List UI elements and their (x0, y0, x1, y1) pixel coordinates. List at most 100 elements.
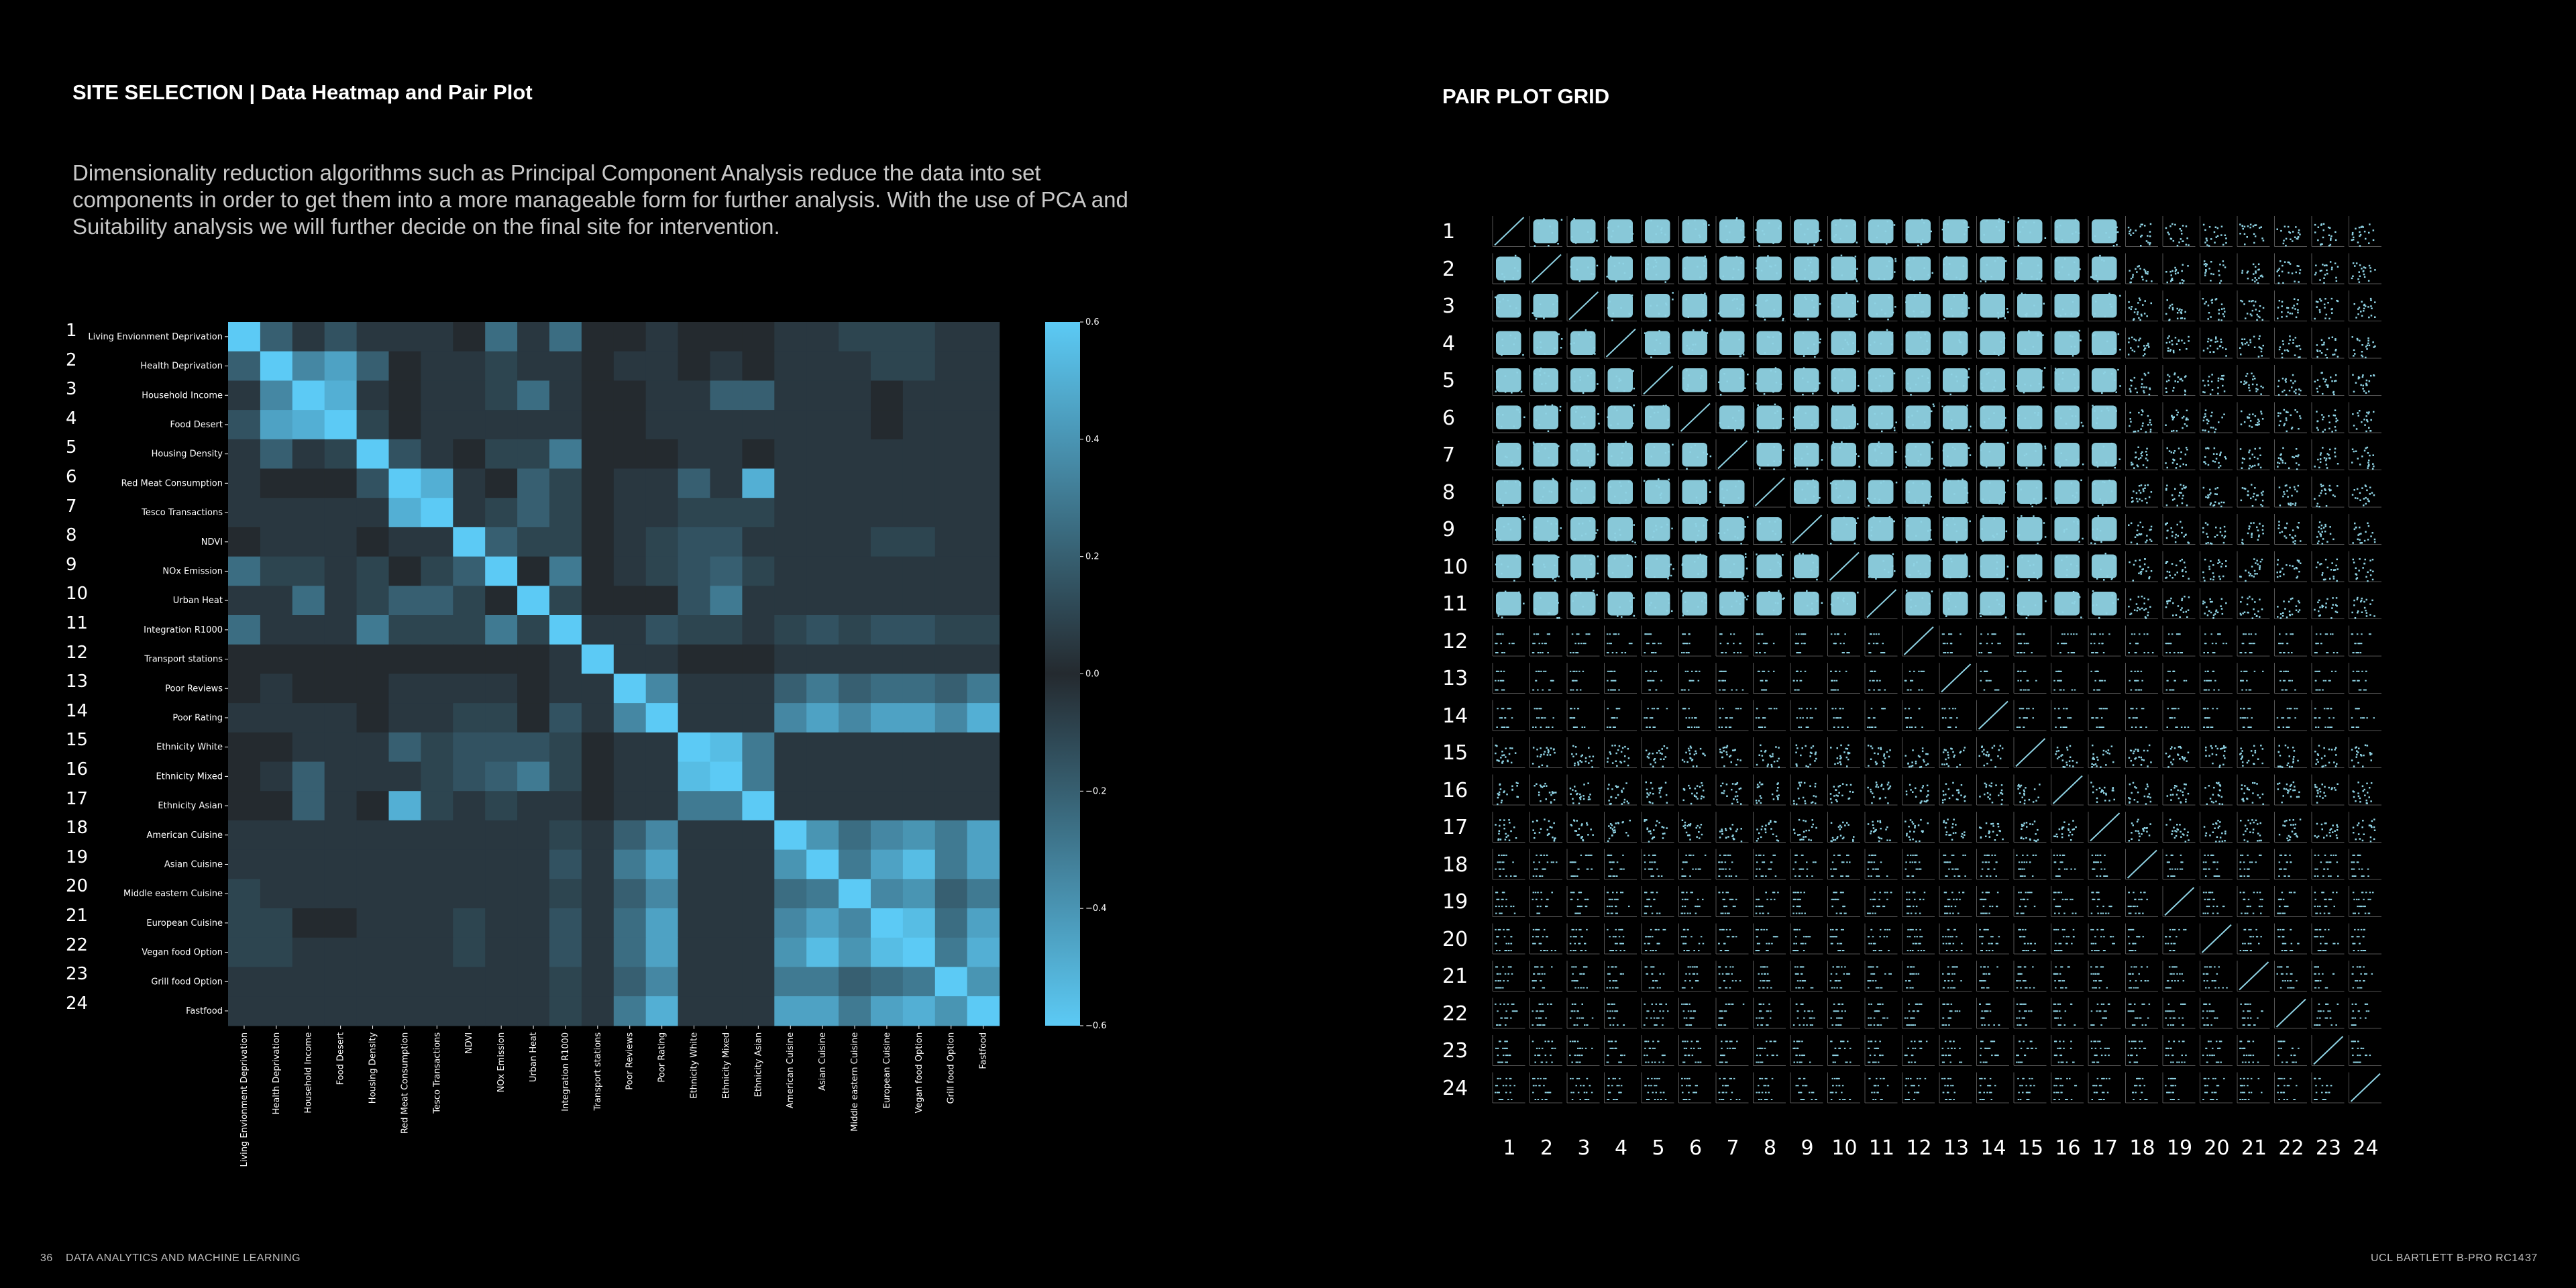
pair-point (1621, 616, 1623, 618)
pair-point (1609, 633, 1611, 635)
pair-point (2143, 268, 2145, 271)
pair-point (2259, 616, 2261, 618)
heatmap-cell (839, 498, 871, 528)
pair-point (1703, 479, 1705, 482)
pair-point (2279, 575, 2282, 578)
pair-point (1614, 532, 1616, 535)
pair-point (2172, 239, 2175, 242)
pair-point (1848, 318, 1851, 321)
pair-panel (1827, 290, 1860, 321)
pair-point (1794, 458, 1796, 460)
pair-scatter-cloud (1794, 554, 1819, 578)
pair-point (2055, 372, 2057, 374)
heatmap-cell (324, 498, 358, 528)
pair-point (1992, 389, 1994, 391)
pair-panel (1641, 216, 1674, 247)
pair-point (1921, 597, 1924, 599)
pair-point (2246, 341, 2248, 343)
pair-point (1796, 652, 1799, 653)
pair-point (2248, 468, 2250, 470)
pair-panel (1715, 625, 1749, 657)
pair-point (1705, 272, 1707, 274)
pair-point (2059, 466, 2061, 468)
pair-point (1515, 307, 1517, 309)
pair-point (2287, 496, 2289, 498)
pair-point (2318, 531, 2320, 533)
pair-point (1743, 236, 1746, 238)
pair-point (2140, 245, 2142, 247)
pair-point (2369, 267, 2371, 269)
pair-point (1768, 222, 1770, 224)
pair-point (2179, 492, 2181, 494)
pair-point (1830, 543, 1832, 545)
pair-point (2292, 597, 2294, 600)
pair-point (2175, 268, 2178, 271)
pair-point (1548, 540, 1550, 542)
pair-point (1837, 496, 1839, 498)
pair-point (1694, 444, 1696, 447)
pair-point (1998, 354, 2000, 356)
pair-point (2353, 450, 2355, 453)
pair-panel (1753, 365, 1786, 396)
pair-point (2353, 604, 2355, 606)
pair-point (2105, 462, 2107, 464)
pair-panel (1902, 514, 1935, 545)
pair-point (1943, 318, 1945, 320)
pair-point (2079, 268, 2081, 270)
pair-panel (1715, 588, 1749, 619)
pair-point (2212, 564, 2214, 566)
pair-point (2070, 564, 2072, 566)
pair-point (1982, 498, 1984, 500)
pair-point (2184, 534, 2187, 536)
pair-point (1576, 268, 1578, 271)
pair-point (1819, 496, 1821, 499)
pair-point (1841, 274, 1843, 276)
pair-point (2355, 450, 2357, 452)
pair-point (2278, 521, 2280, 523)
pair-point (1895, 421, 1897, 423)
pair-point (2316, 420, 2318, 423)
pair-point (1505, 492, 1507, 494)
pair-point (1723, 497, 1725, 499)
pair-point (2298, 454, 2300, 456)
pair-point (2061, 559, 2063, 561)
pair-point (1575, 652, 1577, 653)
pair-point (2249, 226, 2251, 229)
pair-point (1834, 643, 1836, 645)
pair-point (1664, 315, 1667, 317)
pair-point (1819, 303, 1821, 305)
pair-point (1924, 421, 1926, 423)
pair-panel (2162, 216, 2196, 247)
pair-point (2137, 311, 2139, 313)
pair-point (2314, 380, 2316, 383)
pair-point (2361, 542, 2363, 544)
pair-point (2205, 269, 2207, 271)
pair-point (2326, 453, 2328, 455)
pair-point (2180, 492, 2182, 494)
pair-point (2324, 307, 2326, 309)
pair-point (1708, 224, 1710, 226)
pair-point (2252, 263, 2255, 266)
pair-panel (2200, 551, 2233, 582)
pair-scatter-cloud (1533, 294, 1558, 318)
pair-point (2135, 451, 2137, 453)
pair-point (1854, 376, 1856, 378)
pair-point (2284, 350, 2286, 352)
pair-point (1656, 225, 1659, 227)
pair-point (1631, 422, 1634, 425)
pair-point (2257, 610, 2259, 612)
pair-point (2117, 368, 2119, 371)
pair-point (1613, 557, 1616, 559)
pair-point (2209, 488, 2211, 491)
pair-point (2208, 431, 2210, 433)
pair-point (1582, 606, 1585, 608)
pair-point (1511, 643, 1513, 645)
pair-point (2176, 414, 2178, 416)
pair-point (2240, 499, 2243, 502)
pair-point (2277, 415, 2279, 417)
pair-point (1615, 280, 1617, 282)
pair-panel (1827, 514, 1860, 545)
pair-point (1655, 274, 1658, 276)
pair-point (2248, 384, 2250, 386)
pair-point (2368, 231, 2370, 234)
